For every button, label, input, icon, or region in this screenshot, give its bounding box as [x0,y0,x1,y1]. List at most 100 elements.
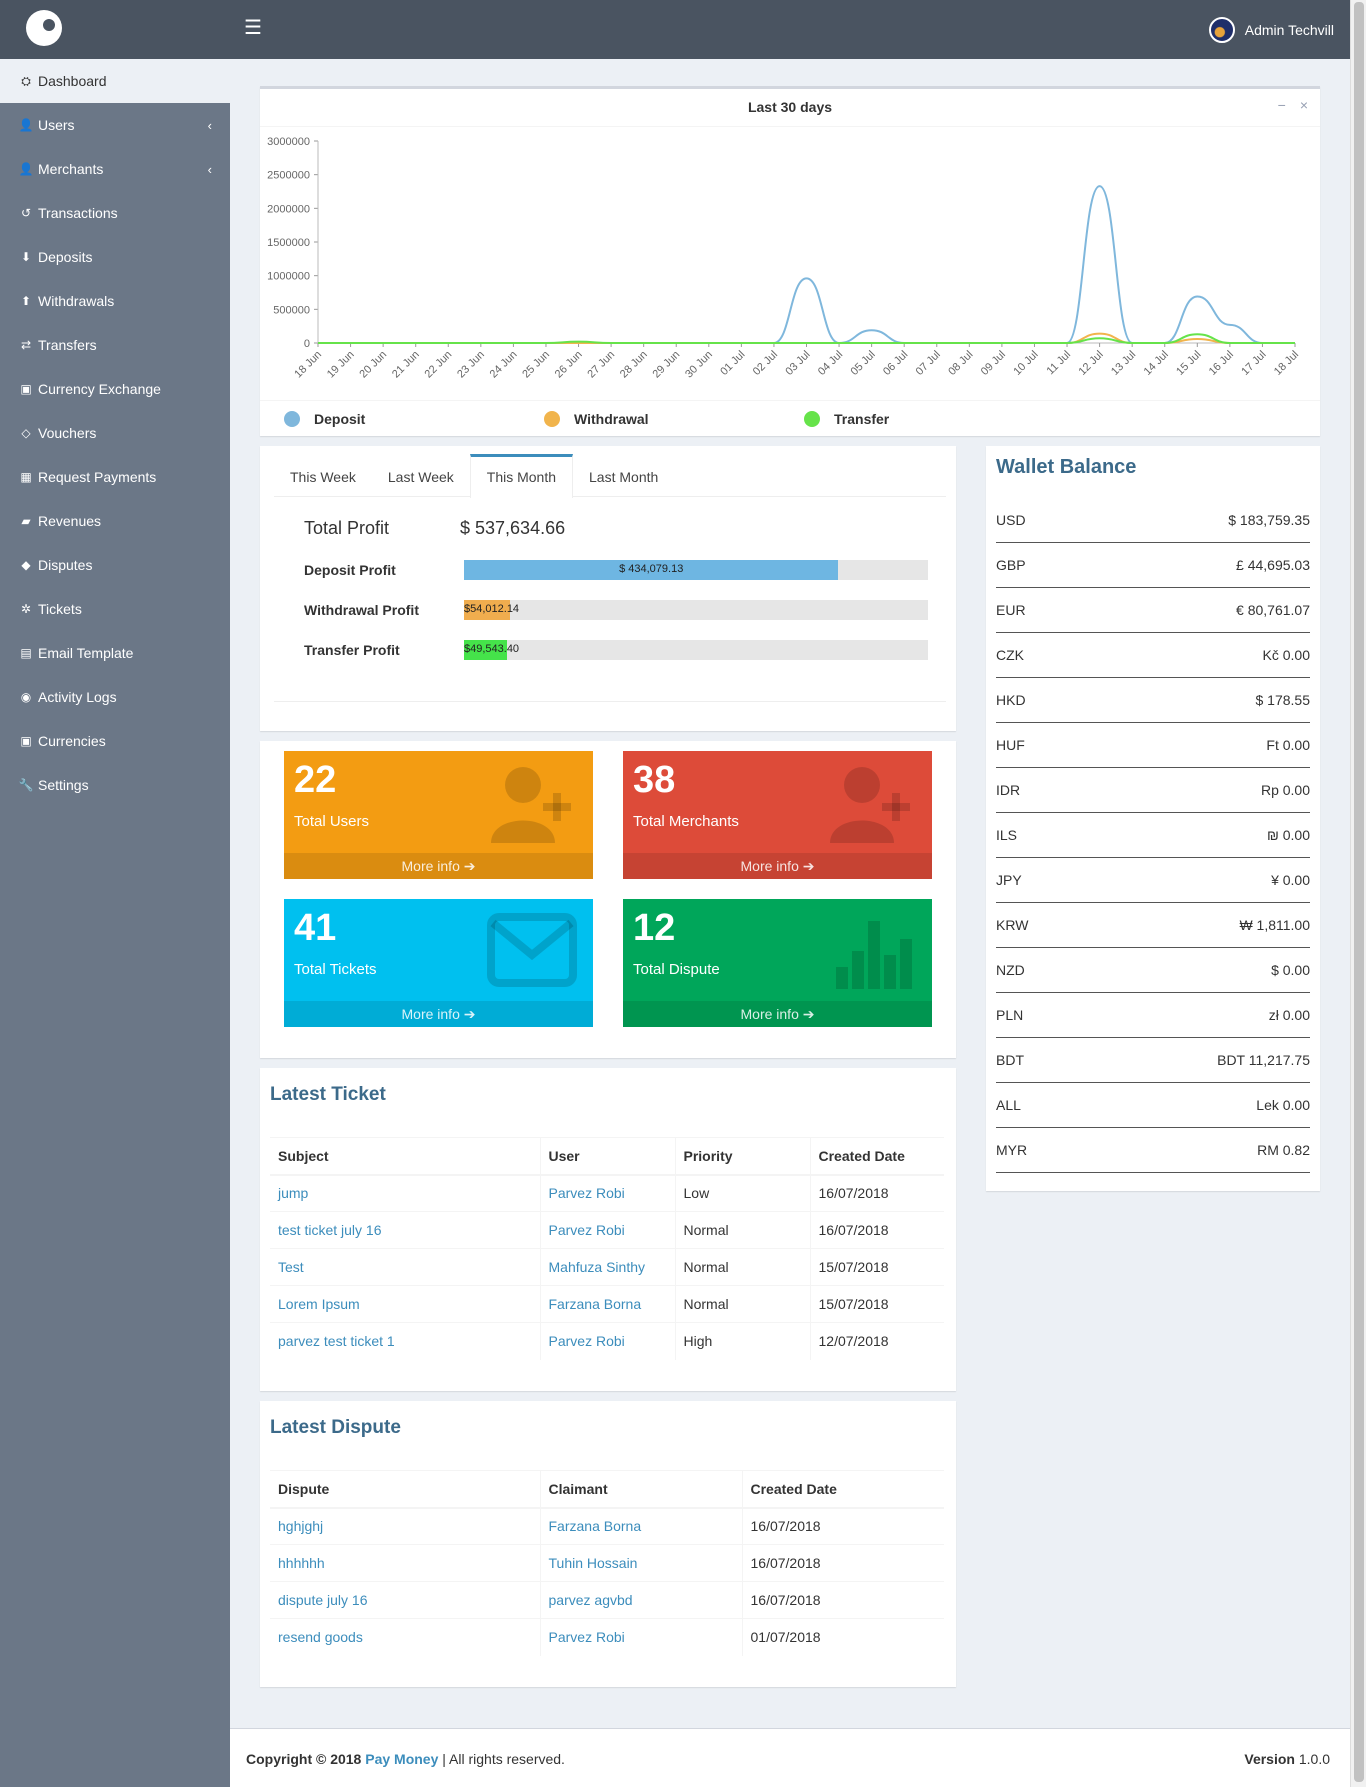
sidebar-item-revenues[interactable]: ▰ Revenues [0,499,230,543]
withdrawal-profit-value: $54,012.14 [464,603,520,615]
x-tick-label: 30 Jun [683,349,715,381]
copyright: Copyright © 2018 Pay Money | All rights … [246,1751,565,1767]
total-merchants-card[interactable]: 38 Total Merchants More info ➔ [623,751,932,879]
table-cell-subject[interactable]: Test [270,1248,540,1286]
deposit-profit-row: Deposit Profit $ 434,079.13 [304,560,928,580]
column-header-dispute: Dispute [270,1470,540,1509]
more-info-link[interactable]: More info ➔ [284,1001,593,1027]
deposit-profit-bar-fill [464,560,839,580]
table-cell-claimant[interactable]: Farzana Borna [539,1507,742,1545]
sidebar-item-settings[interactable]: 🔧 Settings [0,763,230,807]
wallet-row-huf: HUF Ft 0.00 [996,723,1310,768]
eye-icon: ◉ [20,690,32,704]
table-cell-dispute[interactable]: dispute july 16 [270,1581,540,1619]
user-plus-icon [487,763,577,843]
table-cell-subject[interactable]: test ticket july 16 [270,1211,540,1249]
legend-item-transfer[interactable]: Transfer [804,411,1064,427]
x-tick-label: 23 Jun [455,349,487,381]
more-info-link[interactable]: More info ➔ [623,1001,932,1027]
table-cell-claimant[interactable]: parvez agvbd [539,1581,742,1619]
table-cell-dispute[interactable]: resend goods [270,1618,540,1656]
sidebar-item-tickets[interactable]: ✲ Tickets [0,587,230,631]
legend-item-withdrawal[interactable]: Withdrawal [544,411,804,427]
wallet-row-czk: CZK Kč 0.00 [996,633,1310,678]
x-tick-label: 17 Jul [1239,349,1268,378]
sidebar-item-label: Activity Logs [38,689,117,705]
table-cell-claimant[interactable]: Parvez Robi [539,1618,742,1656]
user-icon: 👤 [18,162,34,176]
total-users-card[interactable]: 22 Total Users More info ➔ [284,751,593,879]
column-header-created-date: Created Date [741,1470,944,1509]
money-icon: ▣ [20,382,32,396]
sidebar-item-withdrawals[interactable]: ⬆ Withdrawals [0,279,230,323]
table-cell-subject[interactable]: jump [270,1174,540,1212]
table-cell-subject[interactable]: Lorem Ipsum [270,1285,540,1323]
currency-balance: $ 0.00 [1271,962,1310,978]
table-row: resend goods Parvez Robi 01/07/2018 [270,1618,944,1656]
currency-balance: zł 0.00 [1268,1007,1310,1023]
table-cell-dispute[interactable]: hhhhhh [270,1544,540,1582]
x-tick-label: 09 Jul [979,349,1008,378]
currency-balance: Rp 0.00 [1260,782,1310,798]
tab-last-month[interactable]: Last Month [589,469,659,485]
brand-link[interactable]: Pay Money [365,1751,439,1767]
currency-code: CZK [996,647,1024,663]
user-menu[interactable]: Admin Techvill [1208,14,1334,46]
sidebar-item-label: Currency Exchange [38,381,161,397]
more-info-link[interactable]: More info ➔ [623,853,932,879]
sidebar-item-currency-exchange[interactable]: ▣ Currency Exchange [0,367,230,411]
scrollbar-thumb[interactable] [1354,2,1364,1782]
avatar [1208,17,1235,43]
table-cell-user[interactable]: Parvez Robi [539,1322,675,1360]
table-cell-dispute[interactable]: hghjghj [270,1507,540,1545]
wallet-row-ils: ILS ₪ 0.00 [996,813,1310,858]
table-cell-user[interactable]: Parvez Robi [539,1174,675,1212]
legend-dot [284,411,300,427]
tab-this-week[interactable]: This Week [290,469,356,485]
menu-toggle-icon[interactable]: ☰ [244,17,262,39]
sidebar-item-activity-logs[interactable]: ◉ Activity Logs [0,675,230,719]
sidebar-item-disputes[interactable]: ◆ Disputes [0,543,230,587]
wallet-row-pln: PLN zł 0.00 [996,993,1310,1038]
logo[interactable] [0,0,230,59]
sidebar-item-transactions[interactable]: ↺ Transactions [0,191,230,235]
close-icon[interactable]: × [1299,97,1308,113]
latest-dispute-title: Latest Dispute [270,1417,401,1438]
sidebar-item-request-payments[interactable]: ▦ Request Payments [0,455,230,499]
sidebar-item-vouchers[interactable]: ◇ Vouchers [0,411,230,455]
currency-code: HUF [996,737,1025,753]
sidebar-item-dashboard[interactable]: ⛭ Dashboard [0,59,230,103]
currency-balance: Lek 0.00 [1256,1097,1310,1113]
wrench-icon: 🔧 [18,778,34,792]
sidebar-item-label: Currencies [38,733,106,749]
legend-item-deposit[interactable]: Deposit [284,411,544,427]
scrollbar[interactable] [1350,0,1366,1787]
sidebar-item-transfers[interactable]: ⇄ Transfers [0,323,230,367]
dashboard-icon: ⛭ [21,73,31,88]
tab-last-week[interactable]: Last Week [387,469,454,485]
sidebar-item-merchants[interactable]: 👤 Merchants ‹ [0,147,230,191]
sidebar-item-label: Vouchers [38,425,97,441]
minimize-icon[interactable]: − [1277,97,1286,113]
more-info-link[interactable]: More info ➔ [284,853,593,879]
sidebar-item-email-template[interactable]: ▤ Email Template [0,631,230,675]
table-cell-created-date: 16/07/2018 [809,1211,944,1249]
withdrawal-profit-bar: $54,012.14 [464,600,928,620]
table-cell-user[interactable]: Parvez Robi [539,1211,675,1249]
latest-ticket-title: Latest Ticket [270,1084,386,1105]
sidebar-item-deposits[interactable]: ⬇ Deposits [0,235,230,279]
sidebar-item-users[interactable]: 👤 Users ‹ [0,103,230,147]
table-cell-claimant[interactable]: Tuhin Hossain [539,1544,742,1582]
table-cell-user[interactable]: Mahfuza Sinthy [539,1248,675,1286]
version-label: Version [1244,1751,1295,1767]
total-tickets-card[interactable]: 41 Total Tickets More info ➔ [284,899,593,1027]
tab-this-month[interactable]: This Month [469,454,574,498]
total-merchants-count: 38 [633,759,676,801]
total-dispute-card[interactable]: 12 Total Dispute More info ➔ [623,899,932,1027]
table-cell-user[interactable]: Farzana Borna [539,1285,675,1323]
table-cell-created-date: 16/07/2018 [741,1581,944,1619]
sidebar-item-currencies[interactable]: ▣ Currencies [0,719,230,763]
y-tick-label: 1000000 [267,271,310,283]
legend-dot [544,411,560,427]
table-cell-subject[interactable]: parvez test ticket 1 [270,1322,540,1360]
